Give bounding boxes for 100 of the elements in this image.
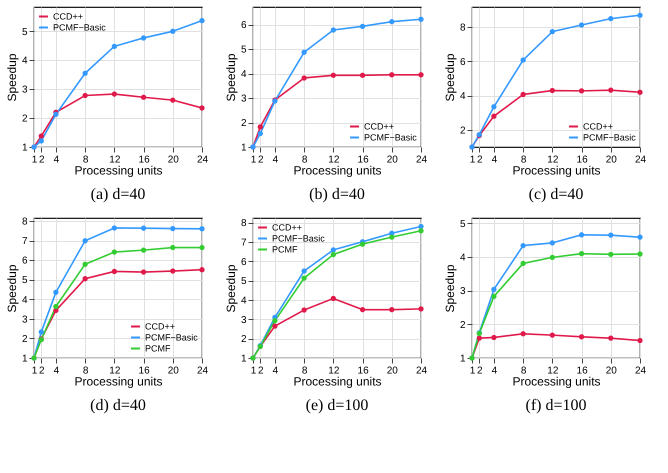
point bbox=[112, 249, 117, 255]
point bbox=[550, 332, 555, 338]
legend-label: PCMF bbox=[145, 344, 171, 354]
point bbox=[82, 262, 88, 267]
legend-label: CCD++ bbox=[364, 122, 394, 132]
point bbox=[38, 329, 44, 335]
point bbox=[578, 251, 584, 256]
x-tick-label: 24 bbox=[196, 366, 208, 376]
y-tick-label: 4 bbox=[240, 69, 247, 80]
point bbox=[578, 22, 584, 28]
x-tick-label: 12 bbox=[328, 366, 340, 376]
point bbox=[53, 290, 59, 295]
point bbox=[199, 226, 205, 232]
x-tick-label: 1 bbox=[32, 154, 38, 166]
y-tick-label: 1 bbox=[240, 142, 247, 154]
y-axis-title: Speedup bbox=[442, 53, 457, 102]
y-tick-label: 2 bbox=[460, 320, 466, 331]
x-tick-label: 16 bbox=[358, 154, 370, 166]
point bbox=[301, 50, 307, 55]
point bbox=[360, 241, 366, 247]
point bbox=[258, 124, 263, 130]
text: (d) d=40 bbox=[90, 397, 146, 414]
point bbox=[330, 296, 336, 302]
point bbox=[637, 338, 643, 344]
y-tick-label: 5 bbox=[240, 276, 247, 288]
x-tick-label: 20 bbox=[606, 366, 618, 376]
x-tick-label: 8 bbox=[82, 154, 89, 166]
y-tick-label: 6 bbox=[460, 56, 466, 68]
x-tick-label: 8 bbox=[82, 366, 89, 376]
x-tick-label: 4 bbox=[54, 154, 60, 166]
y-axis-title: Speedup bbox=[4, 53, 19, 102]
x-tick-label: 24 bbox=[416, 366, 428, 376]
y-tick-label: 4 bbox=[22, 56, 28, 67]
point bbox=[520, 242, 526, 248]
point bbox=[491, 294, 497, 300]
point bbox=[608, 88, 614, 93]
y-tick-label: 3 bbox=[22, 314, 28, 326]
x-tick-label: 2 bbox=[477, 366, 484, 376]
x-tick-label: 2 bbox=[39, 154, 46, 166]
point bbox=[199, 244, 205, 250]
point bbox=[199, 18, 205, 24]
point bbox=[140, 94, 146, 100]
x-tick-label: 16 bbox=[576, 366, 588, 376]
point bbox=[112, 268, 117, 274]
point bbox=[608, 252, 614, 257]
x-axis-title: Processing units bbox=[74, 374, 163, 388]
y-tick-label: 3 bbox=[240, 94, 247, 105]
point bbox=[389, 234, 394, 240]
x-tick-label: 2 bbox=[39, 366, 46, 376]
point bbox=[272, 323, 278, 329]
y-tick-label: 8 bbox=[22, 216, 28, 228]
point bbox=[578, 88, 584, 94]
y-tick-label: 5 bbox=[240, 44, 247, 56]
point bbox=[112, 225, 117, 231]
x-tick-label: 24 bbox=[634, 154, 646, 166]
y-axis-title: Speedup bbox=[224, 264, 238, 313]
point bbox=[82, 276, 88, 282]
point bbox=[82, 92, 88, 98]
x-tick-label: 20 bbox=[386, 366, 398, 376]
point bbox=[550, 29, 555, 34]
x-tick-label: 1 bbox=[250, 154, 257, 166]
point bbox=[199, 267, 205, 272]
x-tick-label: 20 bbox=[168, 154, 180, 166]
point bbox=[140, 35, 146, 41]
point bbox=[491, 104, 497, 110]
text: (a) d=40 bbox=[90, 186, 146, 203]
point bbox=[637, 12, 643, 18]
x-tick-label: 12 bbox=[547, 366, 559, 376]
point bbox=[608, 336, 614, 341]
y-tick-label: 5 bbox=[22, 275, 28, 286]
x-tick-label: 4 bbox=[272, 154, 279, 166]
legend-label: PCMF−Basic bbox=[583, 132, 636, 142]
x-tick-label: 1 bbox=[470, 366, 476, 376]
y-tick-label: 1 bbox=[22, 354, 28, 364]
x-tick-label: 1 bbox=[470, 154, 476, 166]
x-tick-label: 12 bbox=[328, 154, 340, 166]
x-tick-label: 1 bbox=[32, 366, 38, 376]
point bbox=[301, 307, 307, 313]
point bbox=[550, 88, 555, 94]
legend-label: CCD++ bbox=[583, 122, 614, 132]
point bbox=[112, 91, 117, 97]
point bbox=[360, 72, 366, 78]
x-axis-title: Processing units bbox=[512, 164, 601, 178]
point bbox=[637, 90, 643, 95]
x-tick-label: 24 bbox=[634, 366, 646, 376]
x-tick-label: 8 bbox=[302, 366, 308, 376]
point bbox=[491, 334, 497, 340]
y-tick-label: 5 bbox=[22, 26, 28, 38]
x-axis-title: Processing units bbox=[293, 374, 382, 388]
point bbox=[578, 334, 584, 340]
point bbox=[82, 238, 88, 244]
y-tick-label: 6 bbox=[240, 20, 247, 32]
point bbox=[199, 105, 205, 111]
x-tick-label: 8 bbox=[302, 154, 308, 166]
point bbox=[418, 228, 424, 234]
point bbox=[520, 57, 526, 63]
x-tick-label: 20 bbox=[168, 366, 180, 376]
point bbox=[140, 269, 146, 275]
x-tick-label: 24 bbox=[416, 154, 428, 166]
x-tick-label: 16 bbox=[138, 366, 150, 376]
